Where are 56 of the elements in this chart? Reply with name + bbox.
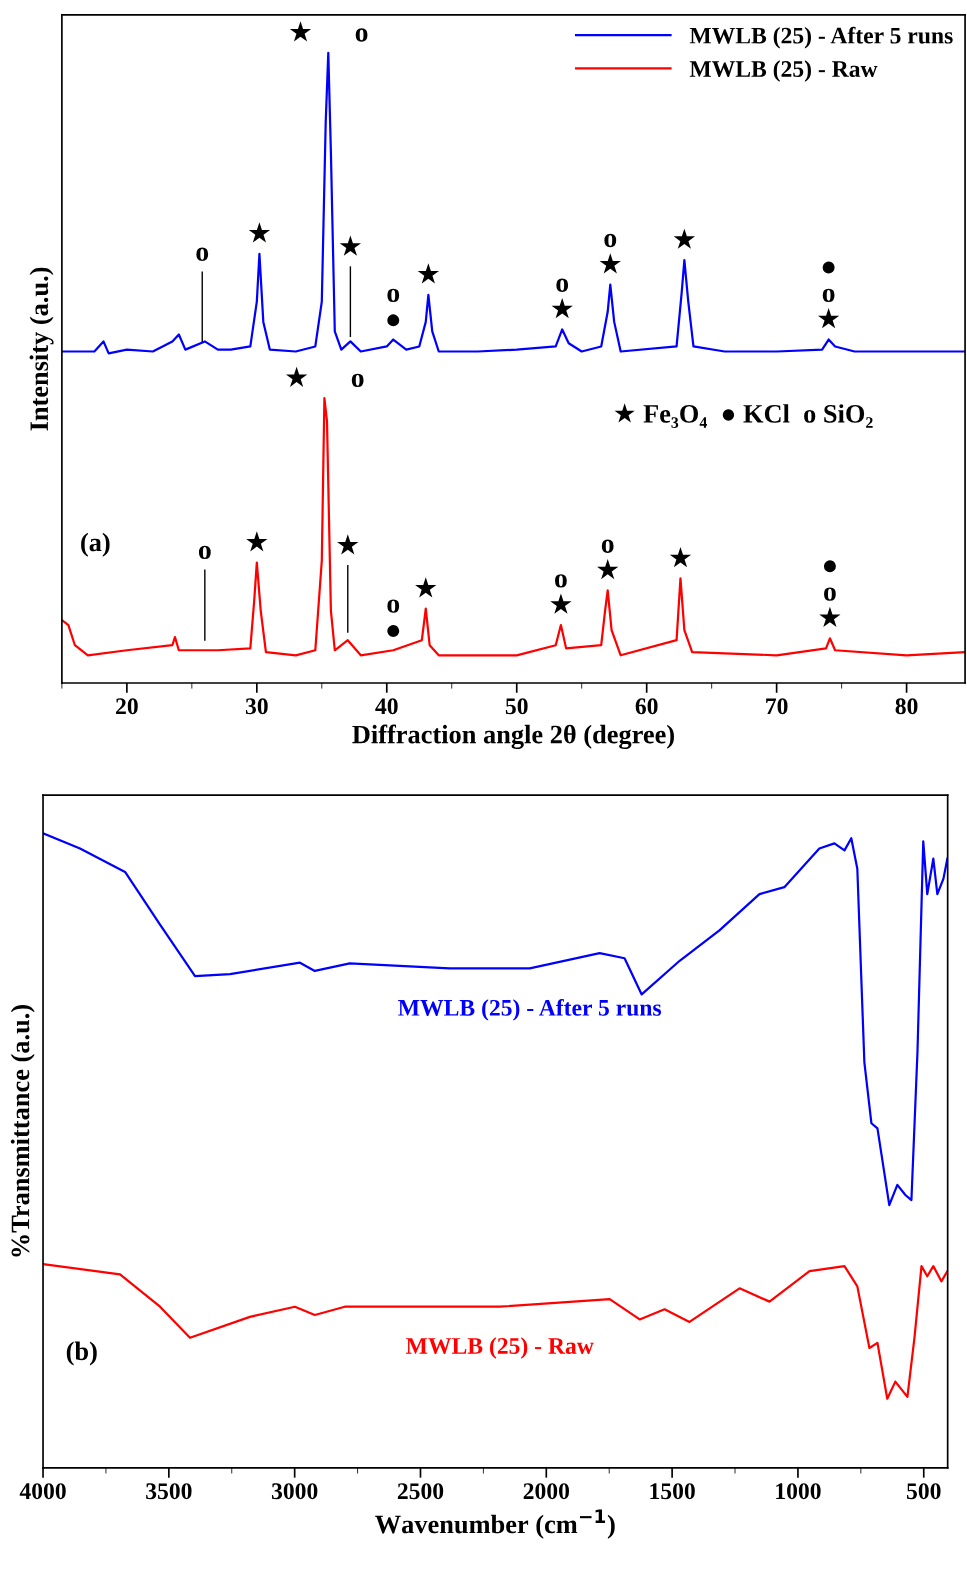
annotation: ★ <box>597 558 619 580</box>
annotation: ● <box>387 314 400 327</box>
legend-label: MWLB (25) - Raw <box>689 60 878 82</box>
x-tick-label: 70 <box>766 698 788 715</box>
x-tick-label: 50 <box>505 698 528 715</box>
annotation: ★ o <box>289 21 368 42</box>
annotation: ★ <box>669 546 692 568</box>
annotation: ★ <box>550 593 572 614</box>
x-tick-label: 3000 <box>271 1483 318 1500</box>
series-label: MWLB (25) - Raw <box>406 1337 594 1359</box>
annotation: ★ <box>417 263 439 284</box>
x-tick-label: 3500 <box>146 1483 192 1500</box>
x-tick-label: 20 <box>116 698 138 715</box>
series-label: MWLB (25) - After 5 runs <box>398 998 662 1021</box>
x-tick-label: 4000 <box>19 1483 66 1500</box>
annotation: ★ <box>599 253 621 274</box>
x-tick-label: 80 <box>895 698 918 715</box>
x-tick-label: 40 <box>375 698 398 715</box>
x-axis-title: Wavenumber (cm$^{−1}$) <box>375 1509 615 1539</box>
annotation: ★ <box>337 534 359 555</box>
annotation: ★ <box>673 228 696 249</box>
x-axis-title: Diffraction angle 2θ (degree) <box>352 724 674 749</box>
y-axis-title: Intensity (a.u.) <box>29 267 54 431</box>
annotation: (b) <box>66 1341 97 1366</box>
annotation: o <box>387 288 400 303</box>
annotation: o <box>196 247 209 261</box>
annotation: ● <box>387 625 400 638</box>
annotation: ★ <box>819 606 841 628</box>
annotation: ★ Fe₃O₄ ● KCl o SiO₂ <box>614 403 873 428</box>
annotation: ★ <box>246 531 268 552</box>
x-tick-label: 1000 <box>776 1483 821 1500</box>
legend-label: MWLB (25) - After 5 runs <box>689 26 953 49</box>
annotation: o <box>387 599 400 613</box>
annotation: (a) <box>81 532 110 557</box>
annotation: o <box>601 539 614 553</box>
x-tick-label: 2500 <box>397 1483 444 1500</box>
annotation: ★ o <box>285 366 364 388</box>
annotation: ★ <box>817 308 840 329</box>
annotation: ★ <box>415 577 437 598</box>
x-tick-label: 2000 <box>523 1483 570 1500</box>
annotation: o <box>555 574 567 588</box>
x-tick-label: 60 <box>635 698 658 715</box>
annotation: ● <box>823 560 836 573</box>
annotation: ● <box>822 261 835 274</box>
annotation: o <box>824 587 836 601</box>
y-axis-title: %Transmittance (a.u.) <box>10 1005 35 1257</box>
annotation: ★ <box>339 235 362 256</box>
annotation: o <box>822 288 835 303</box>
annotation: ★ <box>248 222 271 243</box>
annotation: o <box>198 545 211 560</box>
annotation: o <box>556 278 569 292</box>
x-tick-label: 30 <box>245 698 268 715</box>
annotation: o <box>604 233 617 248</box>
annotation: ★ <box>551 297 573 319</box>
x-tick-label: 500 <box>906 1483 941 1500</box>
x-tick-label: 1500 <box>650 1483 695 1500</box>
